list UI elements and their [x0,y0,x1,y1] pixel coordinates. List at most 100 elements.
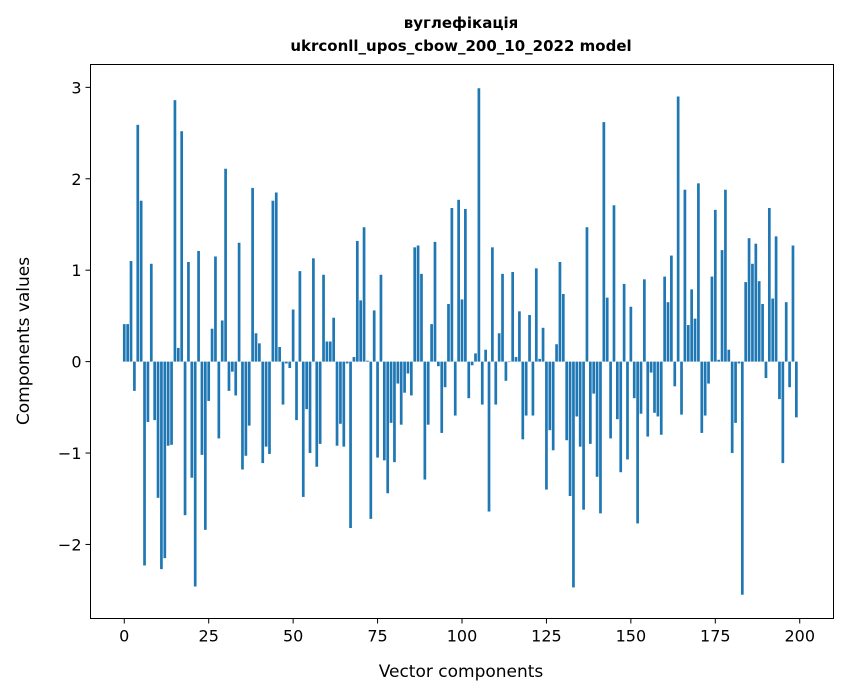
x-tick-label: 175 [700,627,731,646]
bar-38 [251,187,254,362]
bar-122 [534,268,538,362]
bar-60 [325,341,329,362]
bar-13 [166,361,170,446]
bar-62 [332,317,336,362]
bar-55 [308,361,312,454]
bar-111 [497,333,501,362]
bar-91 [430,324,433,362]
bar-154 [643,279,646,362]
bar-49 [288,361,292,369]
bar-86 [413,247,417,362]
bar-31 [227,361,231,391]
bar-187 [754,243,758,362]
bar-152 [636,361,639,524]
bar-10 [156,361,160,498]
y-tick-label: 1 [71,261,81,280]
bar-88 [420,273,423,362]
bar-157 [653,361,656,413]
bar-188 [757,281,761,362]
bar-153 [639,361,643,414]
bar-90 [426,361,430,425]
bar-57 [315,361,319,467]
bar-190 [764,361,768,379]
bar-103 [470,361,474,366]
bar-82 [399,361,403,425]
bar-165 [680,361,683,415]
bar-78 [386,361,390,494]
bar-42 [264,361,268,447]
bar-121 [531,361,535,416]
bar-147 [619,361,623,473]
bar-172 [703,361,707,416]
bar-118 [521,361,525,440]
x-tick-label: 200 [784,627,815,646]
bar-20 [190,361,194,478]
bar-140 [595,361,599,477]
bar-65 [342,361,346,447]
bar-185 [747,238,751,362]
bar-54 [305,361,308,410]
bar-180 [730,361,734,454]
bar-130 [561,293,565,362]
bar-32 [230,361,234,372]
bar-178 [724,189,727,362]
bar-46 [278,346,281,362]
bar-114 [507,361,511,363]
bar-100 [460,299,464,362]
x-axis-ticks: 0 25 50 75 100 125 150 175 200 [119,618,815,646]
bar-64 [339,361,342,424]
bar-167 [686,325,690,362]
bar-145 [612,205,616,362]
bar-116 [514,357,518,362]
bar-197 [788,361,791,388]
bar-126 [548,361,552,431]
y-tick-label: 0 [71,353,81,372]
x-tick-label: 150 [616,627,647,646]
bar-2 [129,261,133,362]
bar-75 [376,361,379,458]
bar-136 [582,361,585,510]
x-tick-label: 50 [283,627,303,646]
bar-63 [335,361,339,446]
bar-175 [713,209,717,362]
bar-25 [207,361,211,401]
bar-50 [291,309,295,362]
bar-16 [176,347,180,362]
bar-144 [609,361,612,439]
bar-158 [656,361,660,417]
x-tick-label: 100 [447,627,478,646]
bar-142 [602,122,606,362]
bar-1 [126,324,130,362]
bar-14 [170,361,173,445]
bar-56 [312,258,315,362]
y-tick-label: 3 [71,78,81,97]
bar-141 [599,361,602,514]
bar-183 [740,361,744,595]
bar-5 [139,200,143,362]
plot-frame [90,64,834,619]
bar-135 [578,361,582,447]
bar-33 [234,361,238,396]
bar-71 [362,227,366,362]
bar-12 [163,361,167,559]
bar-146 [616,361,619,420]
bar-177 [720,250,724,362]
bar-124 [541,327,545,362]
bar-27 [214,256,217,362]
bar-173 [707,361,710,384]
bar-160 [663,276,666,362]
bar-95 [443,361,447,388]
bar-99 [457,199,460,362]
bar-191 [767,208,771,362]
bar-73 [369,361,373,519]
bar-195 [781,361,785,464]
bar-176 [717,359,721,362]
chart-subtitle: ukrconll_upos_cbow_200_10_2022 model [290,37,631,55]
bar-133 [572,361,575,588]
bar-163 [673,361,677,387]
bar-15 [173,100,177,362]
bar-186 [751,263,754,362]
bar-156 [649,361,653,373]
x-tick-label: 25 [199,627,219,646]
bar-61 [328,341,332,362]
